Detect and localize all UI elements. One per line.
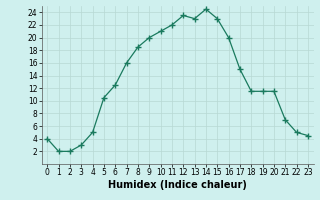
X-axis label: Humidex (Indice chaleur): Humidex (Indice chaleur) xyxy=(108,180,247,190)
